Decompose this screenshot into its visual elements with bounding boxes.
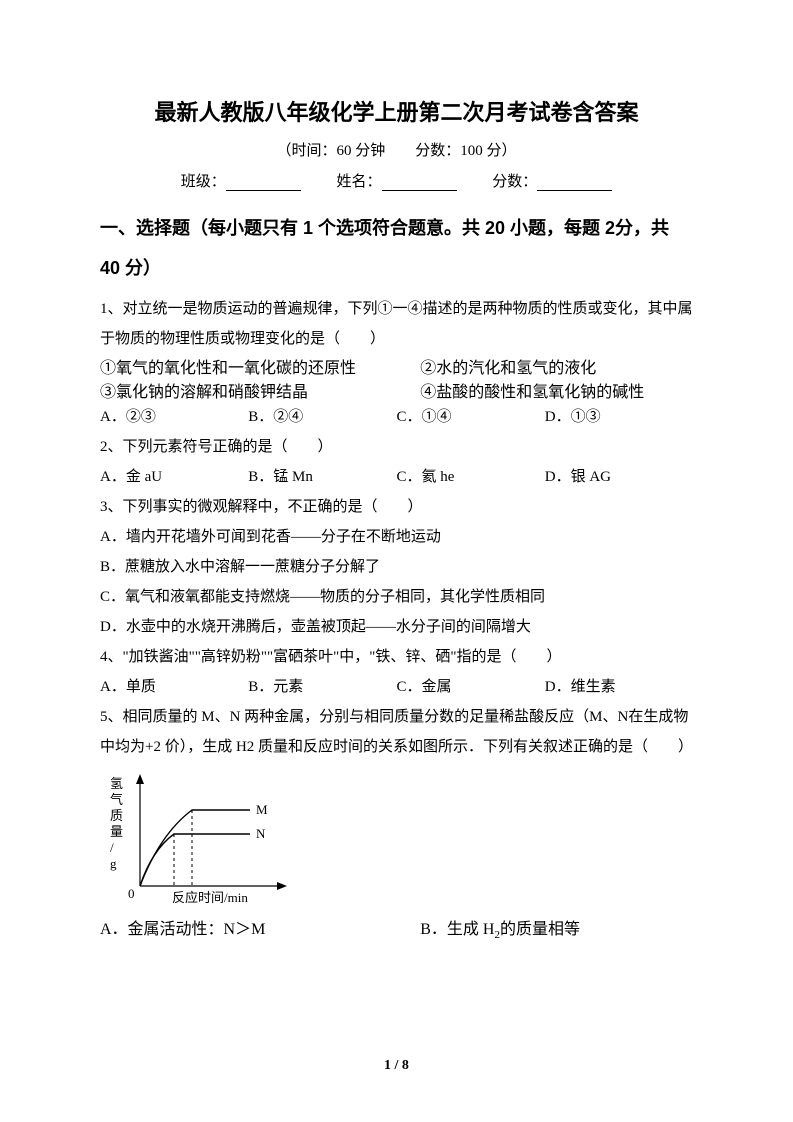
svg-text:反应时间/min: 反应时间/min	[172, 890, 248, 905]
svg-text:g: g	[110, 856, 117, 871]
class-label: 班级：	[181, 174, 226, 190]
q5-options-row: A．金属活动性：N＞M B．生成 H2的质量相等	[100, 915, 693, 941]
q4-option-c: C．金属	[397, 672, 545, 702]
q3-option-c: C．氧气和液氧都能支持燃烧——物质的分子相同，其化学性质相同	[100, 582, 693, 612]
name-label: 姓名：	[336, 174, 381, 190]
q1-items-row1: ①氧气的氧化性和一氧化碳的还原性 ②水的汽化和氢气的液化	[100, 354, 693, 378]
subtitle-prefix: （时间：	[276, 143, 336, 159]
subtitle-suffix: ）	[502, 143, 517, 159]
q1-item-3: ③氯化钠的溶解和硝酸钾结晶	[100, 378, 420, 402]
q1-options: A．②③ B．②④ C．①④ D．①③	[100, 402, 693, 432]
exam-meta: （时间：60 分钟 分数：100 分）	[100, 139, 693, 160]
chart-svg: 氢气质量/g0 反应时间/min MN	[100, 768, 290, 908]
q1-item-4: ④盐酸的酸性和氢氧化钠的碱性	[420, 378, 693, 402]
q1-option-c: C．①④	[397, 402, 545, 432]
q2-stem: 2、下列元素符号正确的是（ ）	[100, 432, 693, 462]
page-title: 最新人教版八年级化学上册第二次月考试卷含答案	[100, 95, 693, 127]
svg-text:质: 质	[110, 808, 123, 823]
q5-option-a: A．金属活动性：N＞M	[100, 915, 420, 941]
q5-stem: 5、相同质量的 M、N 两种金属，分别与相同质量分数的足量稀盐酸反应（M、N在生…	[100, 702, 693, 762]
svg-text:/: /	[110, 840, 114, 855]
name-input[interactable]	[382, 175, 457, 191]
page-number: 1 / 8	[0, 1058, 793, 1074]
svg-text:M: M	[256, 802, 268, 817]
score-input[interactable]	[537, 175, 612, 191]
q3-stem: 3、下列事实的微观解释中，不正确的是（ ）	[100, 492, 693, 522]
q4-option-d: D．维生素	[545, 672, 693, 702]
q4-option-b: B．元素	[248, 672, 396, 702]
q5-option-b: B．生成 H2的质量相等	[420, 915, 693, 941]
q2-option-c: C．氦 he	[397, 462, 545, 492]
q1-item-1: ①氧气的氧化性和一氧化碳的还原性	[100, 354, 420, 378]
time-value: 60 分钟	[336, 143, 385, 159]
score-label: 分数：	[492, 174, 537, 190]
svg-text:0: 0	[128, 886, 135, 901]
section-1-title: 一、选择题（每小题只有 1 个选项符合题意。共 20 小题，每题 2分，共 40…	[100, 209, 693, 288]
q2-option-b: B．锰 Mn	[248, 462, 396, 492]
q1-option-b: B．②④	[248, 402, 396, 432]
q1-items-row2: ③氯化钠的溶解和硝酸钾结晶 ④盐酸的酸性和氢氧化钠的碱性	[100, 378, 693, 402]
q4-stem: 4、"加铁酱油""高锌奶粉""富硒茶叶"中，"铁、锌、硒"指的是（ ）	[100, 642, 693, 672]
q3-option-d: D．水壶中的水烧开沸腾后，壶盖被顶起——水分子间的间隔增大	[100, 612, 693, 642]
q1-stem: 1、对立统一是物质运动的普遍规律，下列①一④描述的是两种物质的性质或变化，其中属…	[100, 294, 693, 354]
q5-chart: 氢气质量/g0 反应时间/min MN	[100, 768, 693, 913]
svg-text:量: 量	[110, 824, 123, 839]
svg-text:氢: 氢	[110, 776, 123, 791]
q1-item-2: ②水的汽化和氢气的液化	[420, 354, 693, 378]
q2-option-d: D．银 AG	[545, 462, 693, 492]
q4-options: A．单质 B．元素 C．金属 D．维生素	[100, 672, 693, 702]
class-input[interactable]	[226, 175, 301, 191]
q2-option-a: A．金 aU	[100, 462, 248, 492]
svg-text:气: 气	[110, 792, 123, 807]
q4-option-a: A．单质	[100, 672, 248, 702]
score-value: 100 分	[460, 143, 501, 159]
q1-option-d: D．①③	[545, 402, 693, 432]
q1-option-a: A．②③	[100, 402, 248, 432]
student-info-line: 班级： 姓名： 分数：	[100, 170, 693, 191]
q2-options: A．金 aU B．锰 Mn C．氦 he D．银 AG	[100, 462, 693, 492]
q3-option-b: B．蔗糖放入水中溶解一一蔗糖分子分解了	[100, 552, 693, 582]
subtitle-mid: 分数：	[385, 143, 460, 159]
q3-option-a: A．墙内开花墙外可闻到花香——分子在不断地运动	[100, 522, 693, 552]
svg-text:N: N	[256, 826, 266, 841]
